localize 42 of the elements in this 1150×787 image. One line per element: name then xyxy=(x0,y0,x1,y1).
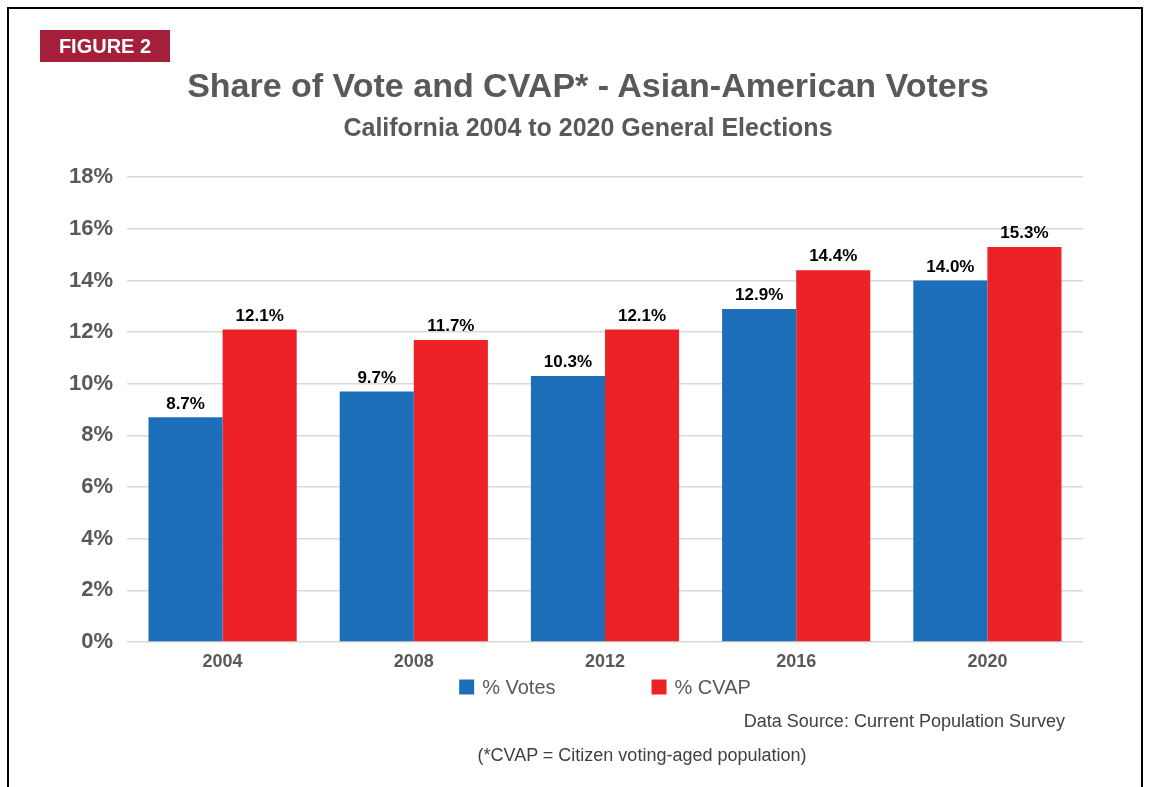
bar xyxy=(413,339,488,642)
data-label: 8.7% xyxy=(166,393,205,413)
text: (*CVAP = Citizen voting-aged population) xyxy=(476,745,808,766)
data-label: 14.0% xyxy=(926,256,975,276)
y-tick-label: 0% xyxy=(81,628,113,654)
bar xyxy=(339,391,414,642)
bar xyxy=(722,308,797,642)
y-tick-label: 4% xyxy=(81,524,113,550)
bar xyxy=(222,329,297,642)
y-tick-label: 2% xyxy=(81,576,113,602)
bar xyxy=(796,270,871,642)
legend-label: % CVAP xyxy=(674,675,751,698)
data-label: 12.1% xyxy=(617,305,667,325)
x-tick-label: 2012 xyxy=(584,650,626,671)
y-tick-label: 16% xyxy=(68,214,113,240)
chart-subtitle: California 2004 to 2020 General Elections xyxy=(342,113,834,142)
chart-title: Share of Vote and CVAP* - Asian-American Voters xyxy=(186,66,990,105)
y-tick-label: 6% xyxy=(81,473,113,499)
bar xyxy=(530,376,605,642)
data-label: 12.1% xyxy=(235,305,284,325)
data-label: 10.3% xyxy=(543,352,593,372)
bar xyxy=(148,417,223,642)
x-tick-label: 2008 xyxy=(393,650,434,671)
x-tick-label: 2016 xyxy=(776,650,817,671)
data-label: 15.3% xyxy=(1000,223,1049,243)
y-tick-label: 18% xyxy=(68,163,113,189)
y-tick-label: 8% xyxy=(81,421,113,447)
y-tick-label: 14% xyxy=(68,266,113,292)
data-label: 9.7% xyxy=(357,367,397,387)
data-label: 14.4% xyxy=(809,246,858,266)
legend-label: % Votes xyxy=(482,675,556,698)
bar xyxy=(987,246,1062,642)
data-label: 12.9% xyxy=(735,285,784,305)
y-tick-label: 10% xyxy=(68,369,113,395)
y-tick-label: 12% xyxy=(68,318,113,344)
source-note: Data Source: Current Population Survey xyxy=(743,711,1065,732)
x-tick-label: 2004 xyxy=(202,650,243,671)
bar xyxy=(913,280,988,642)
bar xyxy=(605,329,680,642)
x-tick-label: 2020 xyxy=(967,650,1008,671)
badge: FIGURE 2 xyxy=(40,30,170,62)
data-label: 11.7% xyxy=(427,316,475,336)
